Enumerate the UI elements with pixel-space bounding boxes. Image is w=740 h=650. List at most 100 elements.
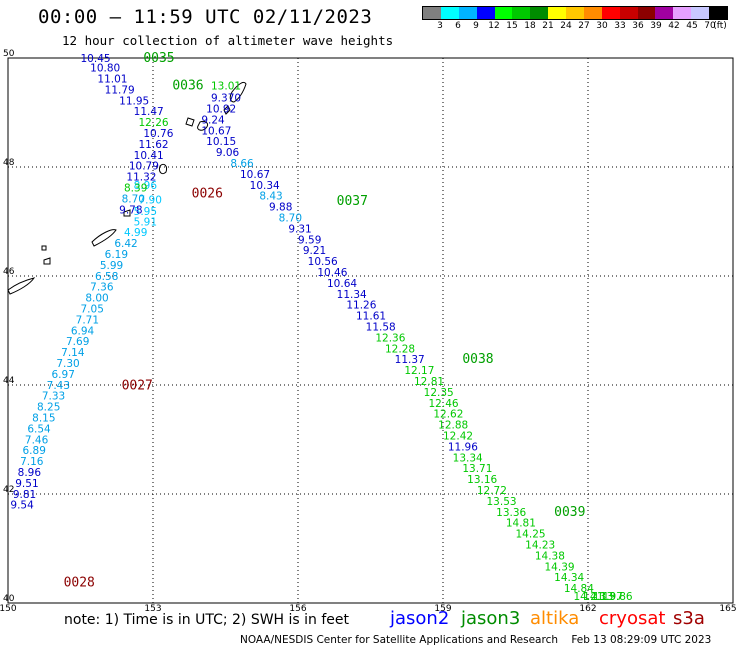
wave-height-value: 8.70 xyxy=(122,193,145,205)
wave-height-value: 6.97 xyxy=(52,369,75,381)
color-scale-label: 42 xyxy=(668,21,680,31)
wave-height-value: 10.92 xyxy=(206,104,236,116)
color-scale-label: 30 xyxy=(596,21,608,31)
wave-height-value: 14.21 xyxy=(574,591,604,603)
longitude-tick-label: 156 xyxy=(289,604,306,614)
wave-height-value: 10.76 xyxy=(143,128,173,140)
longitude-tick-label: 165 xyxy=(719,604,736,614)
wave-height-value: 7.90 xyxy=(139,195,162,207)
wave-height-value: 7.14 xyxy=(61,347,85,359)
longitude-tick-label: 153 xyxy=(144,604,161,614)
island-outline xyxy=(123,209,131,217)
wave-height-value: 7.33 xyxy=(42,391,65,403)
wave-height-value: 12.28 xyxy=(385,343,415,355)
wave-height-value: 10.67 xyxy=(201,125,231,137)
wave-height-value: 6.58 xyxy=(95,271,118,283)
wave-height-value: 10.41 xyxy=(134,150,164,162)
wave-height-value: 13.34 xyxy=(453,452,483,464)
latitude-tick-label: 42 xyxy=(3,485,14,495)
color-scale-label: 21 xyxy=(542,21,554,31)
wave-height-value: 6.89 xyxy=(23,445,46,457)
wave-height-value: 8.25 xyxy=(37,402,60,414)
color-swatch xyxy=(637,7,656,19)
wave-height-value: 9.31 xyxy=(288,223,311,235)
wave-height-value: 10.34 xyxy=(250,180,280,192)
wave-height-value: 11.01 xyxy=(97,74,127,86)
units-note: note: 1) Time is in UTC; 2) SWH is in fe… xyxy=(64,612,350,628)
wave-height-value: 14.81 xyxy=(506,518,536,530)
wave-height-value: 8.96 xyxy=(134,180,158,192)
wave-height-value: 9.370 xyxy=(211,93,241,105)
wave-height-value: 11.96 xyxy=(448,441,478,453)
wave-height-value: 9.24 xyxy=(201,114,225,126)
color-swatch xyxy=(440,7,459,19)
color-swatch xyxy=(548,7,566,19)
color-scale-label: 27 xyxy=(578,21,590,31)
wave-height-value: 8.70 xyxy=(279,213,302,225)
island-outline xyxy=(43,257,51,265)
wave-height-value: 10.79 xyxy=(129,161,159,173)
wave-height-value: 11.58 xyxy=(366,322,396,334)
latitude-tick-label: 48 xyxy=(3,158,15,168)
island-outline xyxy=(185,117,195,127)
color-swatch xyxy=(566,7,584,19)
pass-time-label: 0027 xyxy=(122,378,153,393)
color-scale-label: (ft) xyxy=(713,21,727,31)
wave-height-value: 12.17 xyxy=(404,365,434,377)
wave-height-value: 11.47 xyxy=(134,106,164,118)
longitude-tick-label: 150 xyxy=(0,604,17,614)
wave-height-value: 10.64 xyxy=(327,278,357,290)
wave-height-value: 13.86 xyxy=(603,591,633,603)
color-scale-label: 45 xyxy=(686,21,698,31)
wave-height-value: 9.54 xyxy=(10,500,34,512)
grid-lines xyxy=(7,57,734,604)
wave-height-value: 14.38 xyxy=(535,550,565,562)
wave-height-value: 9.81 xyxy=(13,489,36,501)
island-outline xyxy=(197,121,209,131)
legend-cryosat: cryosat xyxy=(599,608,666,629)
color-scale-label: 6 xyxy=(455,21,461,31)
color-swatch xyxy=(458,7,477,19)
island-outline xyxy=(91,229,117,247)
color-scale-label: 70 xyxy=(704,21,716,31)
color-scale-label: 15 xyxy=(506,21,518,31)
footer-credit: NOAA/NESDIS Center for Satellite Applica… xyxy=(240,634,712,646)
island-outline xyxy=(229,81,247,103)
tick-labels: 150 153 156 159 162 165 50 48 46 44 42 40 xyxy=(0,49,737,614)
pass-time-label: 0026 xyxy=(192,187,223,202)
wave-height-value: 14.23 xyxy=(525,540,555,552)
wave-height-value: 5.99 xyxy=(100,260,123,272)
wave-height-value: 6.42 xyxy=(114,238,137,250)
latitude-tick-label: 40 xyxy=(3,594,15,604)
wave-height-value: 7.71 xyxy=(76,314,99,326)
color-swatch xyxy=(423,7,441,19)
legend-s3a: s3a xyxy=(673,608,705,629)
pass-time-label: 0037 xyxy=(337,194,368,209)
color-scale-label: 3 xyxy=(437,21,443,31)
color-swatch xyxy=(583,7,602,19)
wave-height-value: 6.19 xyxy=(105,249,128,261)
color-scale-label: 24 xyxy=(560,21,572,31)
color-scale-label: 39 xyxy=(650,21,662,31)
wave-height-value: 7.16 xyxy=(20,456,44,468)
wave-height-value: 12.62 xyxy=(433,409,463,421)
page-title: 00:00 – 11:59 UTC 02/11/2023 xyxy=(38,6,373,28)
color-scale-label: 18 xyxy=(524,21,536,31)
wave-height-value: 11.61 xyxy=(356,311,386,323)
color-scale-label: 36 xyxy=(632,21,644,31)
wave-height-value: 10.46 xyxy=(317,267,347,279)
wave-height-value: 8.43 xyxy=(259,191,282,203)
wave-height-value: 7.05 xyxy=(81,304,104,316)
wave-height-value: 14.13 xyxy=(583,591,613,603)
wave-height-value: 12.88 xyxy=(438,420,468,432)
color-swatch xyxy=(673,7,692,19)
wave-height-value: 9.78 xyxy=(119,204,142,216)
wave-height-value: 9.21 xyxy=(303,245,326,257)
pass-time-label: 0028 xyxy=(64,576,95,591)
wave-height-value: 8.00 xyxy=(85,293,108,305)
wave-height-value: 13.01 xyxy=(211,81,241,93)
wave-height-value: 11.26 xyxy=(346,300,376,312)
wave-height-value: 13.36 xyxy=(496,507,526,519)
page-subtitle: 12 hour collection of altimeter wave hei… xyxy=(62,33,394,48)
